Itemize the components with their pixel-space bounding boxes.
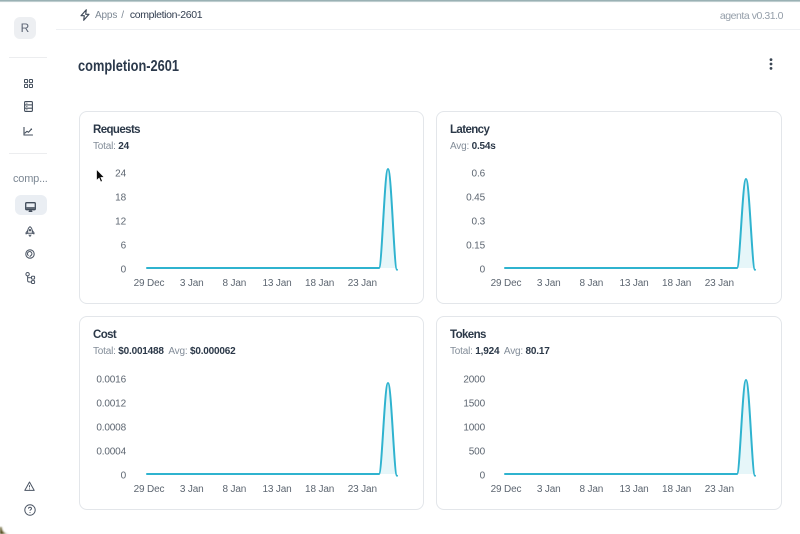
- svg-text:13 Jan: 13 Jan: [262, 484, 291, 495]
- svg-text:500: 500: [469, 447, 486, 458]
- svg-text:29 Dec: 29 Dec: [134, 484, 165, 495]
- svg-text:8 Jan: 8 Jan: [222, 278, 246, 289]
- svg-text:0.45: 0.45: [466, 193, 485, 204]
- svg-text:6: 6: [121, 241, 127, 252]
- svg-text:0: 0: [121, 471, 127, 482]
- svg-text:23 Jan: 23 Jan: [705, 484, 734, 495]
- svg-text:3 Jan: 3 Jan: [537, 278, 561, 289]
- svg-text:3 Jan: 3 Jan: [537, 484, 561, 495]
- svg-text:0.0016: 0.0016: [96, 375, 126, 386]
- svg-text:0: 0: [480, 265, 486, 276]
- svg-text:18 Jan: 18 Jan: [662, 484, 691, 495]
- svg-text:8 Jan: 8 Jan: [579, 278, 603, 289]
- svg-text:13 Jan: 13 Jan: [262, 278, 291, 289]
- svg-text:29 Dec: 29 Dec: [134, 278, 165, 289]
- svg-text:1000: 1000: [463, 423, 485, 434]
- svg-text:0.3: 0.3: [472, 217, 486, 228]
- svg-text:29 Dec: 29 Dec: [491, 278, 522, 289]
- svg-text:23 Jan: 23 Jan: [705, 278, 734, 289]
- svg-text:3 Jan: 3 Jan: [180, 484, 204, 495]
- svg-text:3 Jan: 3 Jan: [180, 278, 204, 289]
- svg-text:0.0008: 0.0008: [96, 423, 126, 434]
- svg-text:0: 0: [121, 265, 127, 276]
- svg-text:2000: 2000: [463, 375, 485, 386]
- svg-text:0.0004: 0.0004: [96, 447, 126, 458]
- svg-text:23 Jan: 23 Jan: [348, 278, 377, 289]
- svg-text:18 Jan: 18 Jan: [305, 484, 334, 495]
- svg-text:23 Jan: 23 Jan: [348, 484, 377, 495]
- svg-text:1500: 1500: [463, 399, 485, 410]
- svg-text:0.0012: 0.0012: [96, 399, 126, 410]
- svg-text:13 Jan: 13 Jan: [619, 278, 648, 289]
- svg-text:18: 18: [115, 193, 126, 204]
- svg-text:0.15: 0.15: [466, 241, 485, 252]
- svg-text:18 Jan: 18 Jan: [662, 278, 691, 289]
- svg-text:29 Dec: 29 Dec: [491, 484, 522, 495]
- svg-text:13 Jan: 13 Jan: [619, 484, 648, 495]
- svg-text:8 Jan: 8 Jan: [222, 484, 246, 495]
- svg-text:0: 0: [480, 471, 486, 482]
- svg-text:18 Jan: 18 Jan: [305, 278, 334, 289]
- svg-text:8 Jan: 8 Jan: [579, 484, 603, 495]
- svg-text:12: 12: [115, 217, 126, 228]
- svg-text:24: 24: [115, 169, 126, 180]
- svg-text:0.6: 0.6: [472, 169, 486, 180]
